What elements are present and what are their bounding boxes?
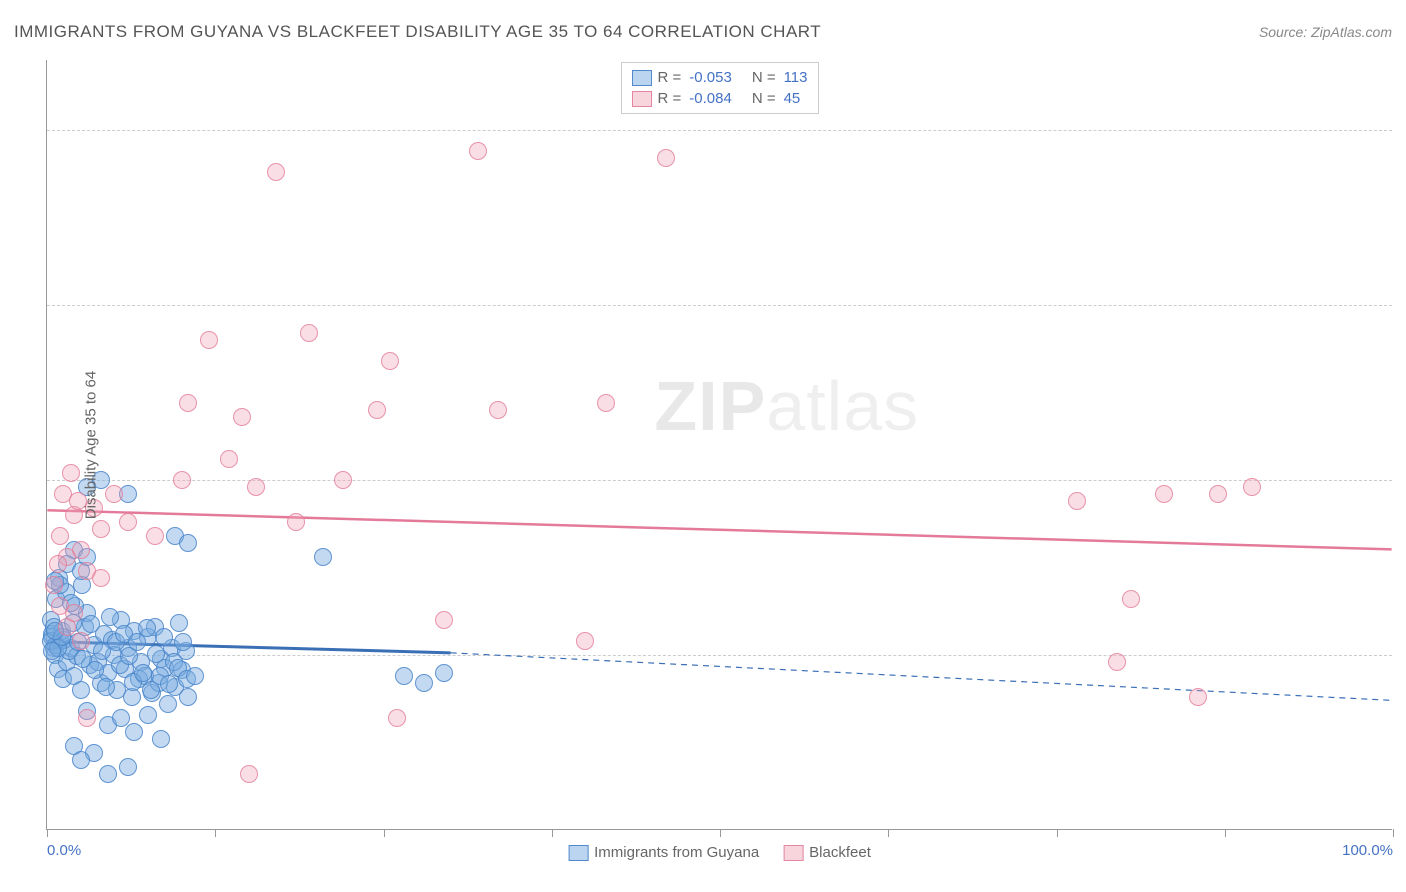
point-blackfeet <box>657 149 675 167</box>
point-blackfeet <box>65 604 83 622</box>
point-blackfeet <box>469 142 487 160</box>
point-blackfeet <box>146 527 164 545</box>
gridline <box>47 130 1392 131</box>
point-guyana <box>82 615 100 633</box>
point-guyana <box>159 695 177 713</box>
stats-legend: R = -0.053 N = 113 R = -0.084 N = 45 <box>621 62 819 114</box>
x-tick <box>1225 829 1226 837</box>
x-tick <box>215 829 216 837</box>
chart-title: IMMIGRANTS FROM GUYANA VS BLACKFEET DISA… <box>14 22 821 42</box>
point-blackfeet <box>576 632 594 650</box>
point-blackfeet <box>173 471 191 489</box>
point-blackfeet <box>1068 492 1086 510</box>
point-blackfeet <box>119 513 137 531</box>
point-blackfeet <box>381 352 399 370</box>
point-guyana <box>147 645 165 663</box>
swatch-pink-icon <box>632 91 652 107</box>
point-blackfeet <box>105 485 123 503</box>
stats-row-guyana: R = -0.053 N = 113 <box>632 67 808 88</box>
y-axis-title: Disability Age 35 to 64 <box>83 370 100 518</box>
point-blackfeet <box>92 520 110 538</box>
point-blackfeet <box>51 527 69 545</box>
x-tick-label: 0.0% <box>47 842 81 859</box>
legend-item-blackfeet: Blackfeet <box>783 844 871 861</box>
x-tick <box>384 829 385 837</box>
point-blackfeet <box>179 394 197 412</box>
point-blackfeet <box>435 611 453 629</box>
point-blackfeet <box>334 471 352 489</box>
point-blackfeet <box>1122 590 1140 608</box>
watermark: ZIPatlas <box>654 366 919 446</box>
point-guyana <box>179 534 197 552</box>
point-guyana <box>139 706 157 724</box>
point-guyana <box>97 678 115 696</box>
point-guyana <box>435 664 453 682</box>
gridline <box>47 655 1392 656</box>
point-blackfeet <box>1243 478 1261 496</box>
point-blackfeet <box>1155 485 1173 503</box>
point-blackfeet <box>200 331 218 349</box>
source-label: Source: ZipAtlas.com <box>1259 24 1392 40</box>
point-guyana <box>119 758 137 776</box>
point-guyana <box>170 614 188 632</box>
point-guyana <box>155 628 173 646</box>
point-blackfeet <box>233 408 251 426</box>
point-guyana <box>179 688 197 706</box>
point-blackfeet <box>92 569 110 587</box>
x-tick <box>720 829 721 837</box>
point-guyana <box>101 608 119 626</box>
point-guyana <box>152 730 170 748</box>
point-blackfeet <box>489 401 507 419</box>
point-blackfeet <box>1108 653 1126 671</box>
point-guyana <box>160 675 178 693</box>
plot-area: ZIPatlas 12.5%25.0%37.5%50.0% 0.0%100.0%… <box>46 60 1392 830</box>
point-blackfeet <box>72 632 90 650</box>
point-blackfeet <box>267 163 285 181</box>
point-blackfeet <box>1189 688 1207 706</box>
legend-item-guyana: Immigrants from Guyana <box>568 844 759 861</box>
point-blackfeet <box>220 450 238 468</box>
x-tick <box>888 829 889 837</box>
point-guyana <box>395 667 413 685</box>
swatch-pink-icon <box>783 845 803 861</box>
point-blackfeet <box>1209 485 1227 503</box>
point-blackfeet <box>49 555 67 573</box>
point-guyana <box>72 681 90 699</box>
point-blackfeet <box>72 541 90 559</box>
stats-row-blackfeet: R = -0.084 N = 45 <box>632 88 808 109</box>
trend-lines <box>47 60 1392 829</box>
point-guyana <box>123 688 141 706</box>
x-tick <box>47 829 48 837</box>
point-guyana <box>112 709 130 727</box>
point-blackfeet <box>62 464 80 482</box>
point-blackfeet <box>300 324 318 342</box>
point-guyana <box>86 661 104 679</box>
point-guyana <box>174 633 192 651</box>
point-guyana <box>415 674 433 692</box>
gridline <box>47 305 1392 306</box>
point-blackfeet <box>247 478 265 496</box>
x-tick <box>552 829 553 837</box>
point-guyana <box>43 642 61 660</box>
swatch-blue-icon <box>568 845 588 861</box>
point-guyana <box>134 664 152 682</box>
series-legend: Immigrants from Guyana Blackfeet <box>568 844 871 861</box>
point-guyana <box>99 765 117 783</box>
point-blackfeet <box>78 709 96 727</box>
point-guyana <box>72 751 90 769</box>
point-blackfeet <box>368 401 386 419</box>
point-blackfeet <box>597 394 615 412</box>
swatch-blue-icon <box>632 70 652 86</box>
x-tick-label: 100.0% <box>1342 842 1393 859</box>
point-blackfeet <box>287 513 305 531</box>
point-blackfeet <box>388 709 406 727</box>
point-guyana <box>186 667 204 685</box>
x-tick <box>1057 829 1058 837</box>
point-guyana <box>138 619 156 637</box>
point-guyana <box>125 723 143 741</box>
x-tick <box>1393 829 1394 837</box>
point-guyana <box>314 548 332 566</box>
point-blackfeet <box>45 576 63 594</box>
point-blackfeet <box>240 765 258 783</box>
